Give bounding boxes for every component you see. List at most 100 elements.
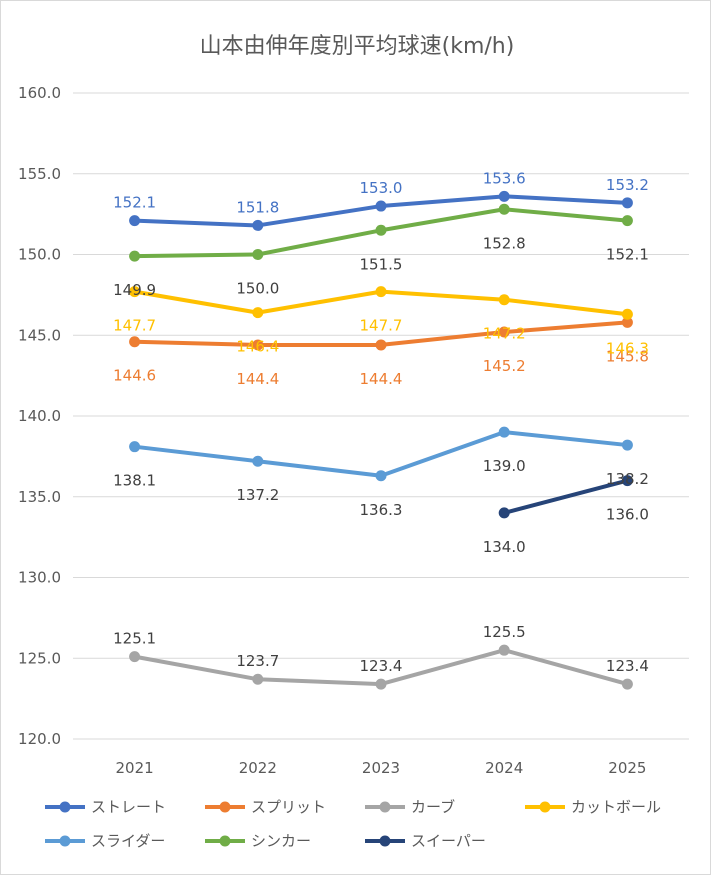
data-point — [498, 326, 510, 338]
data-point — [375, 339, 387, 351]
legend-marker — [379, 801, 391, 813]
data-label: 147.7 — [360, 317, 403, 335]
data-label: 144.6 — [113, 367, 156, 385]
data-label: 152.1 — [606, 246, 649, 264]
data-point — [621, 197, 633, 209]
chart-title: 山本由伸年度別平均球速(km/h) — [200, 34, 515, 59]
y-tick-label: 120.0 — [18, 730, 61, 748]
y-tick-label: 130.0 — [18, 569, 61, 587]
data-label: 138.1 — [113, 472, 156, 490]
data-point — [498, 426, 510, 438]
data-label: 137.2 — [236, 486, 279, 504]
legend-marker — [379, 835, 391, 847]
data-point — [498, 294, 510, 306]
data-point — [252, 455, 264, 467]
data-label: 151.5 — [360, 255, 403, 273]
data-label: 139.0 — [483, 457, 526, 475]
legend-label: スライダー — [91, 832, 165, 850]
x-tick-label: 2025 — [608, 759, 646, 777]
y-tick-label: 155.0 — [18, 165, 61, 183]
data-label: 153.6 — [483, 169, 526, 187]
x-axis: 2021 2022 2023 2024 2025 — [116, 759, 647, 777]
series-layer — [129, 190, 633, 690]
data-point — [375, 200, 387, 212]
data-point — [621, 316, 633, 328]
data-label: 144.4 — [236, 370, 279, 388]
data-point — [621, 475, 633, 487]
data-label: 136.0 — [606, 506, 649, 524]
legend-marker — [539, 801, 551, 813]
data-label: 147.2 — [483, 325, 526, 343]
legend-label: スイーパー — [411, 832, 486, 850]
data-point — [252, 249, 264, 260]
data-label: 136.3 — [360, 501, 403, 519]
data-point — [621, 215, 633, 227]
data-point — [375, 224, 387, 236]
data-labels: 152.1 151.8 153.0 153.6 153.2 144.6 144.4 144.4… — [113, 169, 649, 675]
legend-marker — [219, 801, 231, 813]
y-axis: 120.0 125.0 130.0 135.0 140.0 145.0 150.0 155.0… — [18, 84, 61, 748]
x-tick-label: 2021 — [116, 759, 154, 777]
data-point — [621, 678, 633, 690]
data-point — [252, 219, 264, 231]
data-point — [129, 336, 141, 348]
data-label: 147.7 — [113, 317, 156, 335]
data-point — [375, 286, 387, 298]
data-point — [252, 673, 264, 685]
y-tick-label: 140.0 — [18, 407, 61, 425]
data-point — [129, 441, 141, 453]
legend-label: ストレート — [91, 798, 166, 816]
series-line — [132, 430, 630, 478]
data-point — [498, 203, 510, 215]
data-point — [621, 439, 633, 451]
data-label: 145.8 — [606, 347, 649, 365]
data-label: 149.9 — [113, 281, 156, 299]
data-label: 153.2 — [606, 176, 649, 194]
data-label: 123.4 — [360, 657, 403, 675]
data-label: 151.8 — [236, 198, 279, 216]
legend-label: カットボール — [571, 798, 661, 816]
x-tick-label: 2023 — [362, 759, 400, 777]
legend-marker — [219, 835, 231, 847]
legend-label: スプリット — [251, 798, 326, 816]
data-point — [129, 651, 141, 663]
data-label: 150.0 — [236, 280, 279, 298]
legend-marker — [59, 835, 71, 847]
legend-marker — [59, 801, 71, 813]
data-point — [375, 470, 387, 482]
data-point — [621, 308, 633, 320]
data-label: 145.2 — [483, 357, 526, 375]
data-point — [498, 190, 510, 202]
data-label: 144.4 — [360, 370, 403, 388]
data-label: 146.4 — [236, 338, 279, 356]
y-tick-label: 160.0 — [18, 84, 61, 102]
data-label: 123.4 — [606, 657, 649, 675]
data-point — [129, 215, 141, 227]
y-tick-label: 145.0 — [18, 326, 61, 344]
data-label: 138.2 — [606, 470, 649, 488]
data-label: 152.8 — [483, 234, 526, 252]
data-point — [375, 678, 387, 690]
data-point — [129, 286, 141, 298]
data-point — [129, 250, 141, 262]
y-tick-label: 135.0 — [18, 488, 61, 506]
x-tick-label: 2024 — [485, 759, 523, 777]
data-label: 134.0 — [483, 538, 526, 556]
data-label: 153.0 — [360, 179, 403, 197]
series-line — [502, 478, 630, 515]
data-point — [252, 307, 264, 319]
data-label: 152.1 — [113, 194, 156, 212]
legend-label: カーブ — [411, 798, 455, 816]
data-label: 146.3 — [606, 339, 649, 357]
legend-label: シンカー — [251, 832, 311, 850]
data-label: 125.1 — [113, 630, 156, 648]
y-tick-label: 125.0 — [18, 649, 61, 667]
y-tick-label: 150.0 — [18, 246, 61, 264]
data-label: 123.7 — [236, 652, 279, 670]
data-label: 125.5 — [483, 623, 526, 641]
data-point — [498, 644, 510, 656]
data-point — [252, 339, 264, 351]
